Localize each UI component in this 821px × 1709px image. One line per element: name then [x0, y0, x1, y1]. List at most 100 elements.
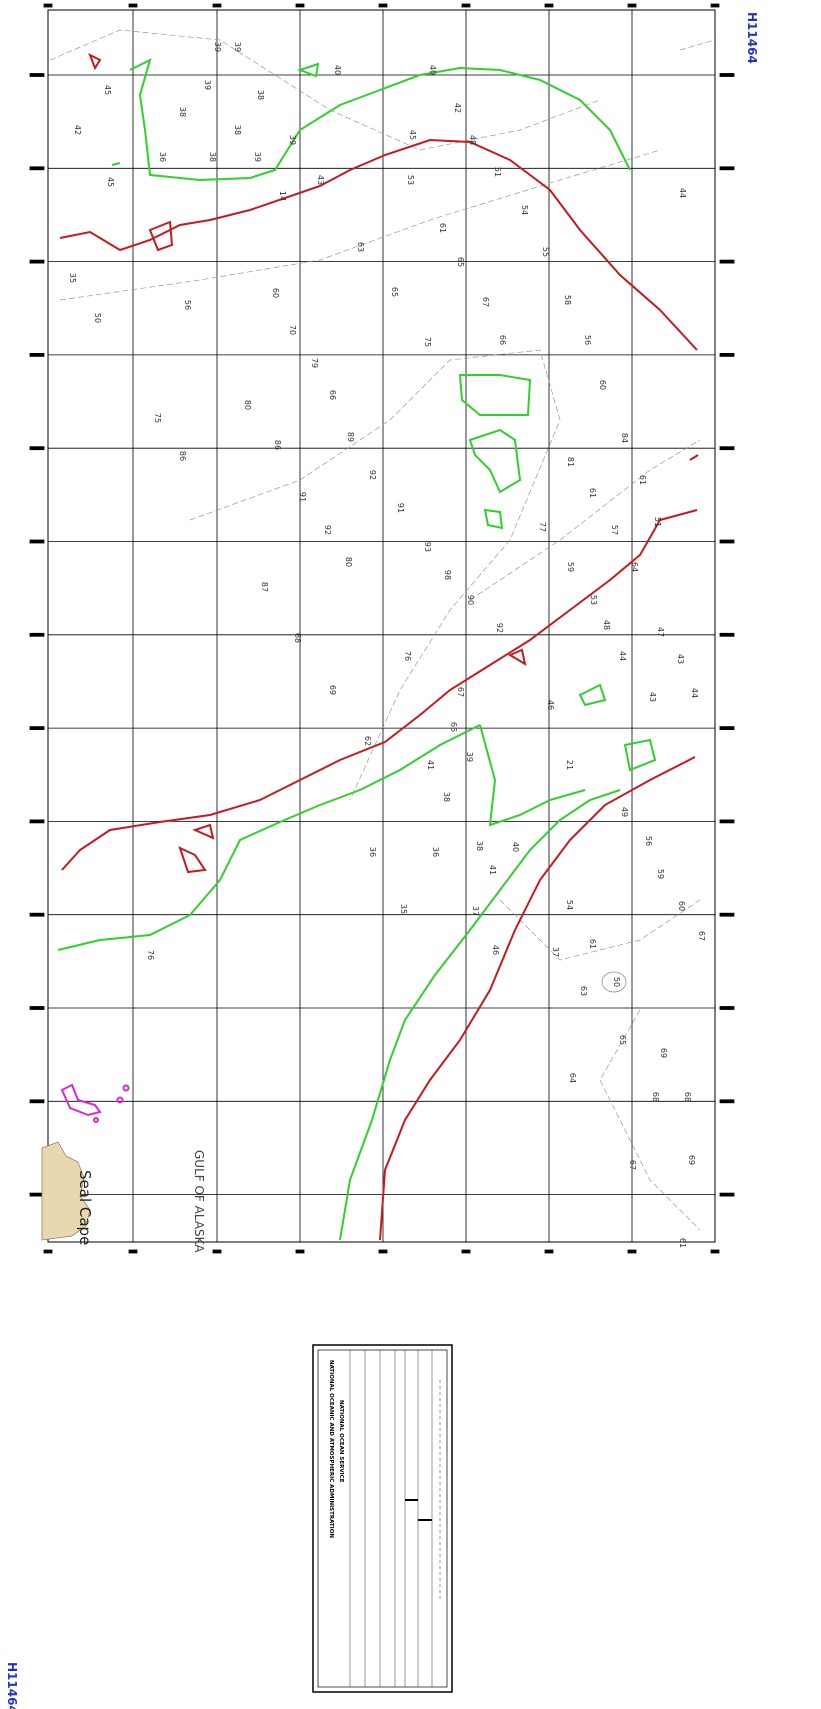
edge-tick: [720, 727, 734, 730]
sounding: 37: [471, 906, 480, 916]
edge-tick: [462, 1250, 470, 1253]
edge-tick: [720, 353, 734, 356]
sounding: 21: [565, 760, 574, 770]
sounding: 41: [488, 865, 497, 875]
sounding: 84: [620, 433, 629, 443]
edge-tick: [720, 447, 734, 450]
sounding: 36: [431, 847, 440, 857]
sounding: 44: [678, 188, 687, 198]
depth-curves: [50, 30, 715, 1230]
sounding: 86: [273, 440, 282, 450]
sounding: 80: [243, 400, 252, 410]
edge-tick: [296, 4, 304, 7]
sounding: 81: [566, 457, 575, 467]
sounding: 65: [456, 257, 465, 267]
sounding: 60: [677, 901, 686, 911]
sounding: 53: [406, 175, 415, 185]
sheet-id: H11464: [745, 12, 759, 64]
edge-tick: [44, 4, 52, 7]
sounding: 91: [298, 492, 307, 502]
sounding: 39: [203, 80, 212, 90]
sounding: 48: [468, 135, 477, 145]
sounding: 66: [449, 722, 458, 732]
sounding: 66: [328, 390, 337, 400]
edge-tick: [379, 4, 387, 7]
sounding: 46: [491, 945, 500, 955]
sounding: 37: [551, 947, 560, 957]
edge-tick: [720, 1100, 734, 1103]
sounding: 65: [618, 1035, 627, 1045]
sounding: 48: [602, 620, 611, 630]
sheet-frame: [48, 10, 715, 1242]
sounding: 93: [423, 542, 432, 552]
sounding: 64: [568, 1073, 577, 1083]
green-contours: [58, 60, 655, 1240]
sounding: 64: [630, 562, 639, 572]
sounding: 63: [579, 986, 588, 996]
sounding: 40: [428, 65, 437, 75]
edge-tick: [129, 1250, 137, 1253]
sounding: 53: [589, 595, 598, 605]
sounding: 56: [644, 836, 653, 846]
sounding: 38: [475, 841, 484, 851]
sounding: 45: [106, 177, 115, 187]
sounding: 67: [456, 687, 465, 697]
edge-tick: [30, 353, 44, 356]
sounding: 40: [511, 842, 520, 852]
sounding: 62: [363, 736, 372, 746]
sounding: 92: [495, 623, 504, 633]
title-text: NATIONAL OCEAN SERVICE: [338, 1400, 344, 1483]
sounding: 75: [423, 337, 432, 347]
sounding: 61: [588, 488, 597, 498]
edge-tick: [30, 820, 44, 823]
sounding: 61: [638, 475, 647, 485]
sounding: 87: [260, 582, 269, 592]
edge-tick: [30, 1007, 44, 1010]
sounding: 65: [390, 287, 399, 297]
edge-tick: [720, 74, 734, 77]
survey-sheet: 3939404045423938384238454836383939451443…: [0, 0, 821, 1709]
sounding: 43: [676, 654, 685, 664]
sounding: 86: [178, 451, 187, 461]
place-label: GULF OF ALASKA: [192, 1150, 206, 1253]
sounding: 89: [346, 432, 355, 442]
sounding: 56: [183, 300, 192, 310]
sounding: 38: [233, 125, 242, 135]
edge-tick: [720, 633, 734, 636]
sounding: 75: [153, 413, 162, 423]
sounding: 39: [288, 135, 297, 145]
sounding: 55: [541, 247, 550, 257]
edge-tick: [30, 74, 44, 77]
sounding: 90: [466, 595, 475, 605]
sounding: 51: [493, 167, 502, 177]
sounding: 54: [565, 900, 574, 910]
sounding: 60: [598, 380, 607, 390]
sounding: 43: [316, 175, 325, 185]
sounding: 69: [687, 1155, 696, 1165]
edge-tick: [30, 447, 44, 450]
sounding: 47: [656, 627, 665, 637]
edge-tick: [628, 4, 636, 7]
sounding: 43: [648, 692, 657, 702]
edge-tick: [30, 913, 44, 916]
sounding: 92: [323, 525, 332, 535]
sounding: 68: [651, 1092, 660, 1102]
edge-tick: [213, 1250, 221, 1253]
edge-tick: [379, 1250, 387, 1253]
edge-tick: [545, 1250, 553, 1253]
sounding: 68: [683, 1092, 692, 1102]
sounding: 46: [546, 700, 555, 710]
sounding: 80: [344, 557, 353, 567]
sounding: 50: [612, 977, 621, 987]
edge-tick: [30, 167, 44, 170]
sounding: 39: [233, 42, 242, 52]
edge-tick: [720, 913, 734, 916]
sounding: 77: [538, 522, 547, 532]
sounding: 70: [288, 325, 297, 335]
sounding: 38: [442, 792, 451, 802]
sounding: 44: [690, 688, 699, 698]
sounding: 98: [443, 570, 452, 580]
edge-tick: [720, 1007, 734, 1010]
sounding: 38: [208, 152, 217, 162]
edge-tick: [711, 4, 719, 7]
